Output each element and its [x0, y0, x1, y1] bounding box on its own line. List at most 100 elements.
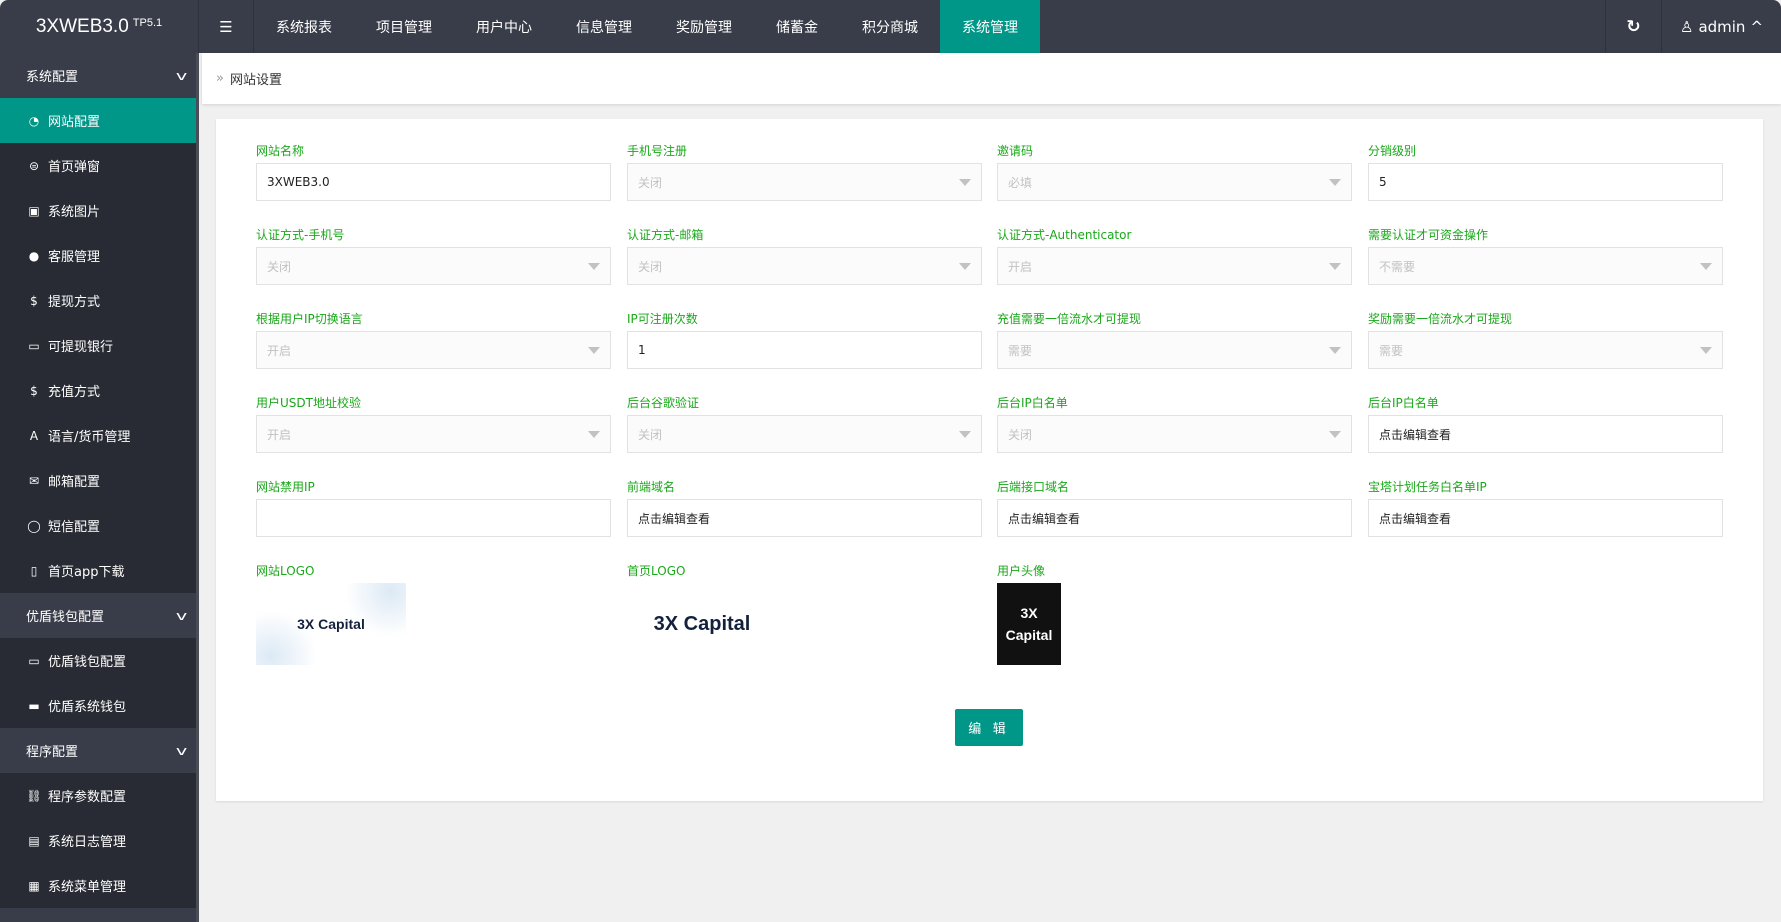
field-label: 网站禁用IP [256, 480, 315, 494]
field-label: 首页LOGO [627, 564, 686, 578]
form-field: 认证方式-Authenticator 开启 [997, 227, 1352, 285]
select-field[interactable]: 需要 [1368, 331, 1723, 369]
sidebar-item[interactable]: ▣ 系统图片 [0, 188, 199, 233]
field-value: 点击编辑查看 [1379, 511, 1452, 526]
text-input[interactable]: 5 [1368, 163, 1723, 201]
clipboard-icon: ▤ [28, 833, 40, 848]
select-field[interactable]: 关闭 [627, 415, 982, 453]
dropdown-arrow-icon [1700, 347, 1712, 354]
nav-item[interactable]: 系统管理 [940, 0, 1040, 53]
sidebar-item[interactable]: ⊜ 首页弹窗 [0, 143, 199, 188]
sidebar-group[interactable] [0, 908, 199, 922]
menu-toggle-icon[interactable]: ☰ [199, 0, 254, 53]
nav-item[interactable]: 系统报表 [276, 19, 332, 36]
sidebar-item-label: 首页弹窗 [48, 160, 101, 175]
sidebar-group[interactable]: 优盾钱包配置 v [0, 593, 199, 638]
select-field[interactable]: 关闭 [627, 163, 982, 201]
form-field: 后台IP白名单 点击编辑查看 [1368, 395, 1723, 453]
image-field: 网站LOGO 3X Capital [256, 563, 611, 665]
select-field[interactable]: 关闭 [627, 247, 982, 285]
sidebar-item[interactable]: ◯ 短信配置 [0, 503, 199, 548]
nav-item[interactable]: 信息管理 [576, 19, 632, 36]
select-field[interactable]: 关闭 [256, 247, 611, 285]
select-field[interactable]: 关闭 [997, 415, 1352, 453]
sidebar-item[interactable]: ▭ 优盾钱包配置 [0, 638, 199, 683]
logo-image[interactable]: 3X Capital [256, 583, 406, 665]
field-label: 后台谷歌验证 [627, 396, 700, 410]
nav-item[interactable]: 积分商城 [862, 19, 918, 36]
logo-image[interactable]: 3X Capital [997, 583, 1061, 665]
select-field[interactable]: 开启 [997, 247, 1352, 285]
field-value: 5 [1379, 175, 1387, 189]
form-field: 前端域名 点击编辑查看 [627, 479, 982, 537]
field-label: IP可注册次数 [627, 312, 698, 326]
text-input[interactable]: 点击编辑查看 [997, 499, 1352, 537]
form-field: 网站名称 3XWEB3.0 [256, 143, 611, 201]
edit-button[interactable]: 编 辑 [955, 709, 1023, 746]
sidebar-item[interactable]: $ 充值方式 [0, 368, 199, 413]
tablet-icon: ▯ [30, 563, 38, 578]
sidebar-item-label: 语言/货币管理 [48, 430, 131, 445]
field-label: 用户头像 [997, 564, 1046, 578]
nav-item[interactable]: 储蓄金 [776, 19, 818, 36]
select-field[interactable]: 不需要 [1368, 247, 1723, 285]
field-label: 用户USDT地址校验 [256, 396, 361, 410]
form-field: IP可注册次数 1 [627, 311, 982, 369]
sidebar-item[interactable]: ▯ 首页app下载 [0, 548, 199, 593]
sidebar-item[interactable]: ▦ 系统菜单管理 [0, 863, 199, 908]
sidebar-item-label: 系统图片 [48, 205, 101, 220]
field-label: 充值需要一倍流水才可提现 [997, 312, 1142, 326]
username: admin [1698, 17, 1746, 36]
nav-item[interactable]: 奖励管理 [676, 19, 732, 36]
field-value: 需要 [1008, 343, 1033, 358]
text-input[interactable]: 3XWEB3.0 [256, 163, 611, 201]
sidebar-item[interactable]: ▬ 优盾系统钱包 [0, 683, 199, 728]
refresh-icon[interactable]: ↻ [1605, 0, 1661, 53]
field-label: 后台IP白名单 [997, 396, 1068, 410]
dollar-icon: $ [30, 383, 38, 398]
logo-image[interactable]: 3X Capital [653, 612, 751, 635]
select-field[interactable]: 必填 [997, 163, 1352, 201]
sidebar-item[interactable]: ▭ 可提现银行 [0, 323, 199, 368]
breadcrumb: » 网站设置 [202, 53, 1781, 104]
form-field: 邀请码 必填 [997, 143, 1352, 201]
dropdown-arrow-icon [1329, 431, 1341, 438]
select-field[interactable]: 开启 [256, 415, 611, 453]
form-field: 分销级别 5 [1368, 143, 1723, 201]
field-value: 开启 [267, 343, 292, 358]
field-value: 3XWEB3.0 [267, 175, 330, 189]
text-input[interactable] [256, 499, 611, 537]
chat-icon: ● [28, 248, 40, 263]
form-field: 后台IP白名单关闭 [997, 395, 1352, 453]
sidebar-item[interactable]: ● 客服管理 [0, 233, 199, 278]
sidebar-item[interactable]: ✉ 邮箱配置 [0, 458, 199, 503]
field-value: 点击编辑查看 [1008, 511, 1081, 526]
text-input[interactable]: 点击编辑查看 [627, 499, 982, 537]
text-input[interactable]: 点击编辑查看 [1368, 415, 1723, 453]
top-navbar: 3XWEB3.0 TP5.1 ☰ 系统报表 项目管理 用户中心 信息管理 奖励管理 储蓄金 积… [0, 0, 1781, 53]
dropdown-arrow-icon [1329, 263, 1341, 270]
sidebar-item[interactable]: A 语言/货币管理 [0, 413, 199, 458]
sidebar-group[interactable]: 系统配置 v [0, 53, 199, 98]
sidebar-item-label: 首页app下载 [48, 565, 125, 580]
nav-item[interactable]: 项目管理 [376, 19, 432, 36]
chevron-down-icon: v [175, 608, 188, 623]
sidebar-item[interactable]: ▤ 系统日志管理 [0, 818, 199, 863]
nav-item[interactable]: 用户中心 [476, 19, 532, 36]
app-title: 3XWEB3.0 [35, 15, 129, 37]
sidebar-group[interactable]: 程序配置 v [0, 728, 199, 773]
user-menu[interactable]: ♙ admin ^ [1661, 0, 1781, 53]
select-field[interactable]: 需要 [997, 331, 1352, 369]
sidebar-group-label: 优盾钱包配置 [26, 610, 105, 625]
text-input[interactable]: 1 [627, 331, 982, 369]
select-field[interactable]: 开启 [256, 331, 611, 369]
field-label: 认证方式-手机号 [256, 228, 345, 242]
sidebar-item[interactable]: ⛓ 程序参数配置 [0, 773, 199, 818]
text-input[interactable]: 点击编辑查看 [1368, 499, 1723, 537]
form-field: 后端接口域名 点击编辑查看 [997, 479, 1352, 537]
form-field: 宝塔计划任务白名单IP 点击编辑查看 [1368, 479, 1723, 537]
sidebar-item[interactable]: $ 提现方式 [0, 278, 199, 323]
sidebar-item[interactable]: ◔ 网站配置 [0, 98, 199, 143]
field-value: 点击编辑查看 [638, 511, 711, 526]
credit-card-icon: ▬ [28, 698, 40, 713]
